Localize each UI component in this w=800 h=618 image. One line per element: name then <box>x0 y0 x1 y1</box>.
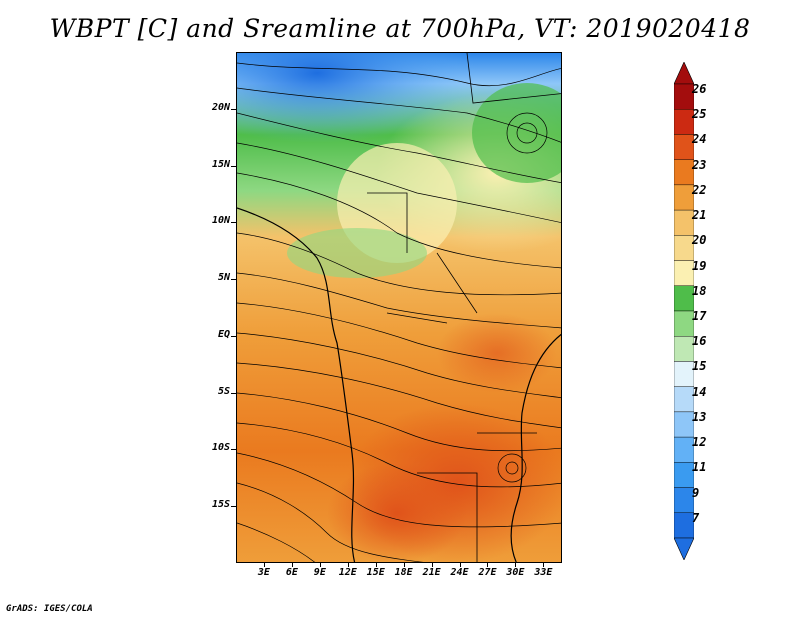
colorbar-label: 9 <box>692 485 700 500</box>
colorbar-label: 24 <box>692 132 707 147</box>
lon-tick <box>403 563 405 567</box>
colorbar-swatch <box>674 109 694 135</box>
lon-tick <box>459 563 461 567</box>
lat-tick <box>231 222 236 224</box>
colorbar-swatch <box>674 184 694 211</box>
colorbar-swatch <box>674 411 694 438</box>
lat-tick <box>231 449 236 451</box>
colorbar-label: 15 <box>692 359 707 374</box>
green-vortex-region <box>472 83 561 183</box>
colorbar-label: 19 <box>692 258 707 273</box>
colorbar-swatch <box>674 487 694 513</box>
colorbar-label: 11 <box>692 460 707 475</box>
lat-tick <box>231 108 236 110</box>
colorbar-label: 22 <box>692 182 707 197</box>
lon-tick <box>291 563 293 567</box>
colorbar-label: 7 <box>692 510 700 525</box>
lat-tick-label: 15N <box>211 158 230 170</box>
lat-tick-label: 5N <box>217 272 230 284</box>
lon-tick-label: 27E <box>478 567 497 578</box>
lon-tick-label: 24E <box>450 567 469 578</box>
colorbar-label: 13 <box>692 409 707 424</box>
lon-tick-label: 9E <box>313 567 326 578</box>
colorbar-swatch <box>674 159 694 186</box>
lon-tick-label: 6E <box>285 567 298 578</box>
colorbar-top-arrow <box>674 62 694 85</box>
chart-title: WBPT [C] and Sreamline at 700hPa, VT: 20… <box>49 14 751 43</box>
lat-tick <box>231 392 236 394</box>
streamlines <box>237 62 561 562</box>
lon-tick-label: 33E <box>534 567 553 578</box>
lon-tick <box>375 563 377 567</box>
colorbar-label: 17 <box>692 309 707 323</box>
lon-tick <box>347 563 349 567</box>
lon-tick-label: 30E <box>506 567 525 578</box>
credit-text: GrADS: IGES/COLA <box>6 604 93 614</box>
colorbar-swatch <box>674 462 694 488</box>
colorbar-swatch <box>674 386 694 413</box>
colorbar-label: 16 <box>692 334 707 349</box>
lat-tick-label: 5S <box>217 385 230 397</box>
lon-tick-label: 18E <box>394 567 413 578</box>
lon-tick <box>543 563 545 567</box>
colorbar-label: 26 <box>692 82 707 96</box>
lon-tick-label: 21E <box>422 567 441 578</box>
colorbar-swatch <box>674 436 694 463</box>
colorbar-swatch <box>674 83 694 110</box>
lon-tick <box>515 563 517 567</box>
lat-tick-label: EQ <box>217 328 230 340</box>
colorbar-bottom-arrow <box>674 537 694 560</box>
colorbar-swatch <box>674 310 694 337</box>
lon-tick-label: 3E <box>257 567 270 578</box>
colorbar-label: 25 <box>692 107 707 122</box>
colorbar-swatch <box>674 260 694 286</box>
lon-tick-label: 12E <box>338 567 357 578</box>
colorbar-swatch <box>674 285 694 312</box>
country-borders <box>367 53 561 562</box>
colorbar-label: 23 <box>692 157 707 172</box>
lon-tick-label: 15E <box>366 567 385 578</box>
lon-tick <box>487 563 489 567</box>
lat-tick-label: 10S <box>211 442 230 454</box>
colorbar-swatch <box>674 361 694 387</box>
colorbar-swatch <box>674 235 694 261</box>
colorbar-label: 18 <box>692 283 707 298</box>
colorbar-label: 21 <box>692 208 707 223</box>
colorbar-swatch <box>674 134 694 160</box>
lat-tick-label: 10N <box>211 215 230 227</box>
colorbar-swatch <box>674 512 694 539</box>
lon-tick <box>319 563 321 567</box>
lat-tick <box>231 506 236 508</box>
colorbar-label: 14 <box>692 384 707 399</box>
map-svg <box>237 53 561 562</box>
colorbar-swatch <box>674 336 694 362</box>
coastline <box>237 207 356 562</box>
lat-tick-label: 15S <box>211 499 230 511</box>
lat-tick <box>231 335 236 337</box>
colorbar-label: 20 <box>692 233 707 248</box>
east-coastline <box>510 333 561 562</box>
colorbar-label: 12 <box>692 435 707 450</box>
lat-tick <box>231 279 236 281</box>
lat-tick <box>231 165 236 167</box>
lon-tick <box>263 563 265 567</box>
colorbar <box>674 62 694 560</box>
lat-tick-label: 20N <box>211 101 230 113</box>
colorbar-swatch <box>674 209 694 236</box>
lon-tick <box>431 563 433 567</box>
map-panel <box>236 52 562 563</box>
